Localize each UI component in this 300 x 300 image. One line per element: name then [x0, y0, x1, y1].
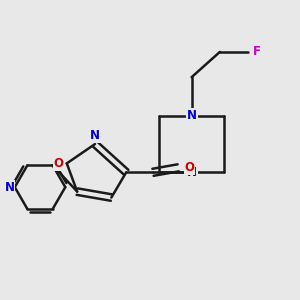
- Text: N: N: [90, 129, 100, 142]
- Text: F: F: [253, 45, 261, 58]
- Text: O: O: [53, 157, 64, 170]
- Text: N: N: [187, 166, 196, 179]
- Text: O: O: [184, 161, 194, 174]
- Text: N: N: [187, 109, 196, 122]
- Text: N: N: [4, 181, 14, 194]
